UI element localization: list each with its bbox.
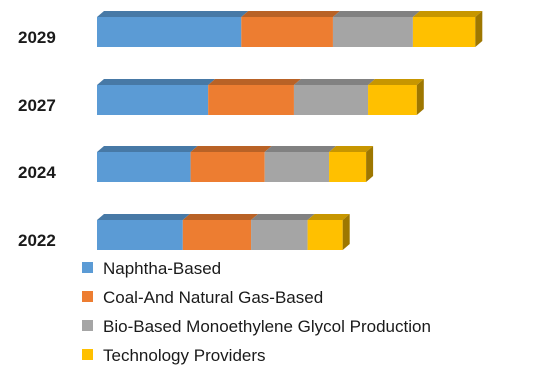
bar-2024-3 bbox=[265, 152, 329, 182]
bar-2024-4 bbox=[329, 152, 366, 182]
bar-2022-4 bbox=[308, 220, 343, 250]
bar-top-2022-2 bbox=[183, 214, 258, 220]
legend-item-2: Coal-And Natural Gas-Based bbox=[82, 288, 323, 307]
bar-2024-2 bbox=[191, 152, 265, 182]
bar-2029-2 bbox=[241, 17, 333, 47]
bar-2027-3 bbox=[294, 85, 368, 115]
legend-item-1: Naphtha-Based bbox=[82, 259, 221, 278]
bar-side-2024 bbox=[366, 146, 373, 182]
bar-top-2022-1 bbox=[97, 214, 190, 220]
category-labels: 2029 2027 2024 2022 bbox=[18, 28, 56, 250]
legend-swatch bbox=[82, 349, 93, 360]
bar-2029-4 bbox=[413, 17, 475, 47]
legend-label: Naphtha-Based bbox=[103, 259, 221, 278]
bar-top-2029-1 bbox=[97, 11, 248, 17]
bar-top-2027-4 bbox=[368, 79, 424, 85]
bar-top-2029-4 bbox=[413, 11, 482, 17]
category-label-2024: 2024 bbox=[18, 163, 56, 182]
legend-swatch bbox=[82, 291, 93, 302]
category-label-2022: 2022 bbox=[18, 231, 56, 250]
bar-top-2024-2 bbox=[191, 146, 272, 152]
bar-2027-2 bbox=[208, 85, 294, 115]
bar-2022-2 bbox=[183, 220, 251, 250]
bar-top-2024-4 bbox=[329, 146, 373, 152]
bars-layer bbox=[97, 11, 482, 250]
bar-top-2027-2 bbox=[208, 79, 301, 85]
bar-2024-1 bbox=[97, 152, 191, 182]
bar-2022-1 bbox=[97, 220, 183, 250]
legend: Naphtha-Based Coal-And Natural Gas-Based B… bbox=[82, 259, 431, 365]
bar-top-2029-2 bbox=[241, 11, 340, 17]
bar-side-2022 bbox=[343, 214, 350, 250]
bar-2027-4 bbox=[368, 85, 417, 115]
legend-label: Technology Providers bbox=[103, 346, 266, 365]
bar-top-2029-3 bbox=[333, 11, 420, 17]
legend-swatch bbox=[82, 320, 93, 331]
bar-top-2024-1 bbox=[97, 146, 198, 152]
legend-item-4: Technology Providers bbox=[82, 346, 266, 365]
bar-side-2027 bbox=[417, 79, 424, 115]
bar-2029-1 bbox=[97, 17, 241, 47]
bar-top-2024-3 bbox=[265, 146, 336, 152]
category-label-2029: 2029 bbox=[18, 28, 56, 47]
bar-2022-3 bbox=[251, 220, 308, 250]
category-label-2027: 2027 bbox=[18, 96, 56, 115]
bar-top-2027-1 bbox=[97, 79, 215, 85]
bar-2027-1 bbox=[97, 85, 208, 115]
legend-swatch bbox=[82, 262, 93, 273]
bar-top-2022-4 bbox=[308, 214, 350, 220]
legend-label: Bio-Based Monoethylene Glycol Production bbox=[103, 317, 431, 336]
bar-side-2029 bbox=[475, 11, 482, 47]
bar-top-2027-3 bbox=[294, 79, 375, 85]
legend-item-3: Bio-Based Monoethylene Glycol Production bbox=[82, 317, 431, 336]
bar-2029-3 bbox=[333, 17, 413, 47]
bar-top-2022-3 bbox=[251, 214, 315, 220]
legend-label: Coal-And Natural Gas-Based bbox=[103, 288, 323, 307]
